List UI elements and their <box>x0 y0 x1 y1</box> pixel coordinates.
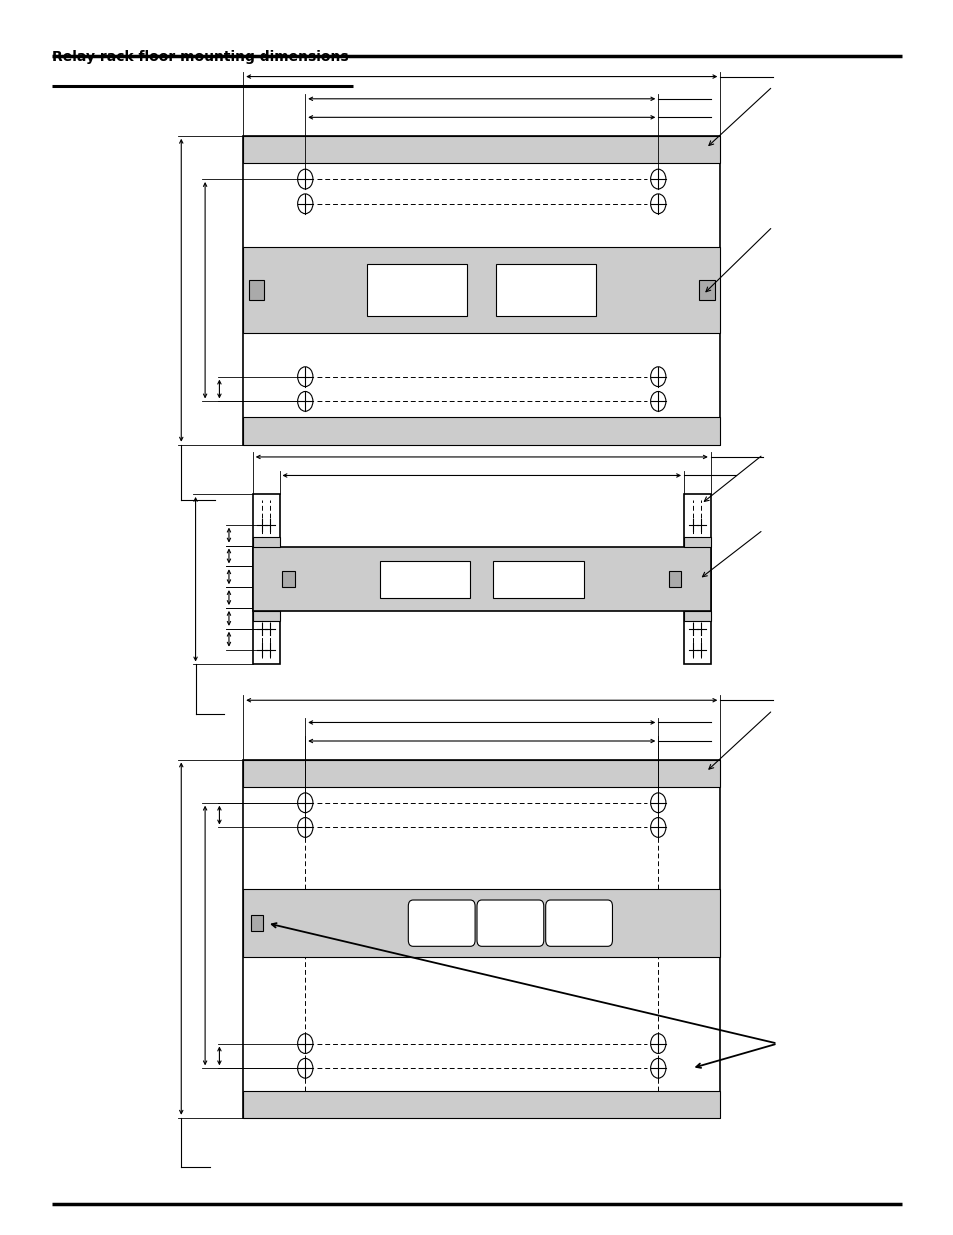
Bar <box>249 280 264 300</box>
Bar <box>243 760 720 1118</box>
Bar <box>367 264 467 316</box>
Bar <box>683 611 710 621</box>
Bar <box>496 264 596 316</box>
Bar <box>253 547 710 611</box>
Bar <box>253 611 279 621</box>
FancyBboxPatch shape <box>408 900 475 946</box>
Bar <box>282 571 294 588</box>
Bar <box>253 494 279 664</box>
Bar <box>243 247 720 333</box>
Bar <box>253 494 710 664</box>
Bar <box>683 537 710 547</box>
Bar <box>253 537 279 547</box>
Bar <box>243 417 720 445</box>
Bar <box>243 136 720 163</box>
Bar <box>243 760 720 787</box>
Bar <box>243 136 720 445</box>
Text: Relay rack floor mounting dimensions: Relay rack floor mounting dimensions <box>52 51 349 64</box>
Bar <box>683 494 710 664</box>
Bar <box>243 1091 720 1118</box>
Bar <box>668 571 680 588</box>
Bar <box>699 280 714 300</box>
Bar <box>379 561 470 598</box>
Bar <box>251 915 263 931</box>
FancyBboxPatch shape <box>476 900 543 946</box>
FancyBboxPatch shape <box>545 900 612 946</box>
Bar <box>493 561 583 598</box>
Bar <box>243 889 720 957</box>
